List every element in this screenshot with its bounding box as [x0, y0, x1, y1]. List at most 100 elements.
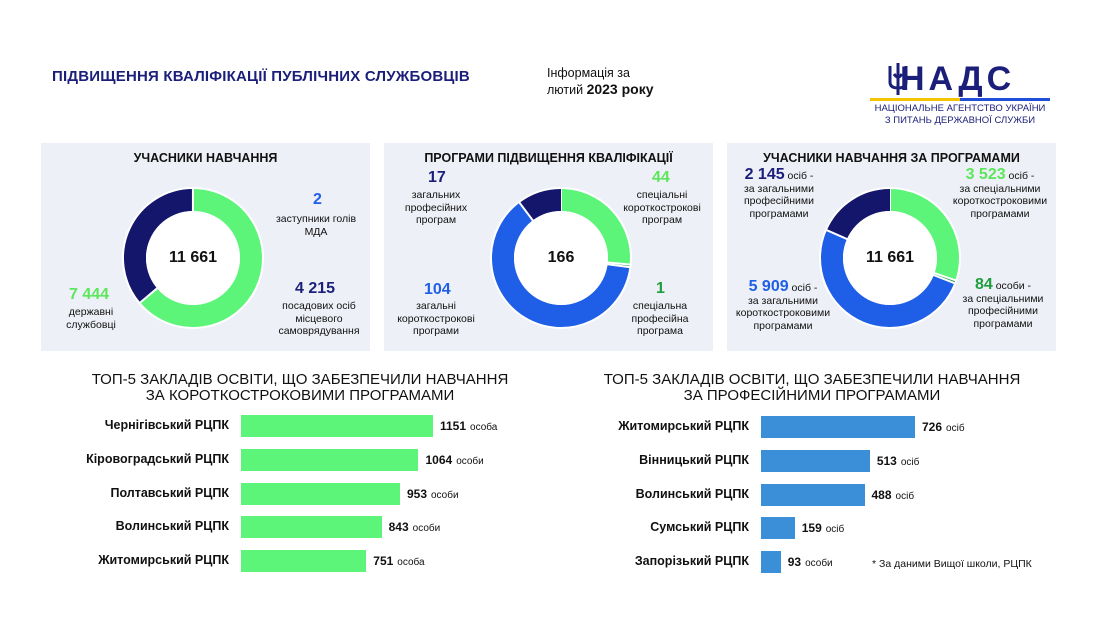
professional-programs-unit: осіб [946, 423, 965, 434]
professional-programs-value-label: 93 особи [788, 555, 833, 569]
by-program-special-short-value: 3 523 [965, 166, 1006, 183]
panel-participants-by-program: УЧАСНИКИ НАВЧАННЯ ЗА ПРОГРАМАМИ 11 661 2… [727, 143, 1056, 351]
short-programs-value-label: 843 особи [389, 520, 441, 534]
professional-programs-unit: осіб [900, 456, 920, 468]
donut-by-program-separator-3 [825, 228, 849, 241]
short-programs-value: 1064 [425, 452, 453, 467]
programs-general-professional-value: 17 [428, 169, 446, 186]
donut-by-program-hole [843, 211, 937, 305]
short-programs-value-label: 1064 особи [425, 453, 483, 467]
panel-participants: УЧАСНИКИ НАВЧАННЯ 11 661 7 444 державні … [41, 143, 370, 351]
professional-programs-value: 726 [922, 420, 943, 434]
professional-programs-value-label: 159 осіб [802, 521, 845, 535]
professional-programs-bar [761, 483, 865, 506]
donut-by-program-slice-0 [889, 189, 959, 281]
short-programs-category-label: Чернігівський РЦПК [104, 418, 229, 432]
short-programs-bar [241, 415, 433, 437]
by-program-general-professional-label: за загальними професійними програмами [743, 182, 815, 220]
programs-special-short-label: спеціальні короткострокові програм [623, 189, 701, 226]
panel-programs: ПРОГРАМИ ПІДВИЩЕННЯ КВАЛІФІКАЦІЇ 166 17 … [384, 143, 713, 351]
donut-programs-separator-1 [606, 261, 631, 266]
top5-professional-title-line2: ЗА ПРОФЕСІЙНИМИ ПРОГРАМАМИ [683, 387, 941, 404]
donut-programs-slice-0 [560, 189, 630, 265]
footnote: * За даними Вищої школи, РЦПК [872, 558, 1032, 570]
donut-programs-separator-2 [606, 263, 631, 269]
professional-programs-bar [761, 416, 915, 438]
by-program-general-professional-value: 2 145 [744, 166, 785, 183]
donut-by-program-slice-3 [826, 189, 891, 240]
short-programs-unit: особа [397, 557, 425, 569]
programs-general-professional-label: загальних професійних програм [404, 189, 468, 226]
short-programs-value-label: 953 особи [407, 487, 459, 501]
short-programs-value: 1151 [440, 419, 467, 433]
donut-participants-slice-1 [124, 189, 194, 303]
donut-programs-slice-3 [519, 189, 562, 221]
participants-local-officials-label: посадових осіб місцевого самоврядування [278, 300, 360, 337]
by-program-general-short: 5 909 осіб - за загальними короткостроко… [729, 278, 837, 332]
programs-special-professional-label: спеціальна професійна програма [631, 300, 689, 337]
report-period: Інформація за лютий 2023 року [547, 65, 654, 98]
programs-special-short-value: 44 [652, 169, 670, 186]
by-program-special-professional: 84 особи - за спеціальними професійними … [953, 277, 1053, 330]
short-programs-value: 751 [373, 554, 394, 569]
professional-programs-category-label: Житомирський РЦПК [618, 419, 749, 433]
short-programs-unit: особа [470, 422, 498, 433]
short-programs-unit: особи [431, 489, 459, 501]
report-year: 2023 року [586, 81, 654, 97]
participants-civil-servants-label: державні службовці [66, 306, 116, 331]
professional-programs-value: 513 [876, 453, 897, 468]
participants-civil-servants-value: 7 444 [69, 286, 110, 303]
professional-programs-unit: осіб [825, 524, 845, 536]
short-programs-bar [241, 550, 367, 573]
short-programs-unit: особи [456, 455, 484, 467]
professional-programs-unit: осіб [895, 490, 915, 502]
professional-programs-value: 488 [871, 487, 892, 502]
top5-short-title: ТОП-5 ЗАКЛАДІВ ОСВІТИ, ЩО ЗАБЕЗПЕЧИЛИ НА… [40, 372, 560, 404]
professional-programs-category-label: Сумський РЦПК [650, 520, 749, 535]
professional-programs-category-label: Вінницький РЦПК [639, 452, 749, 467]
short-programs-bar [241, 448, 419, 471]
short-programs-bar [241, 516, 382, 539]
short-programs-value-label: 751 особа [373, 554, 424, 568]
nads-logo: НАДС НАЦІОНАЛЬНЕ АГЕНТСТВО УКРАЇНИ З ПИТ… [870, 60, 1050, 130]
by-program-special-short: 3 523 осіб - за спеціальними короткостро… [945, 166, 1055, 220]
programs-general-short-value: 104 [424, 281, 451, 298]
short-programs-category-label: Житомирський РЦПК [98, 553, 229, 568]
short-programs-value: 953 [406, 486, 427, 501]
logo-wordmark: НАДС [900, 60, 1016, 98]
donut-participants-total: 11 661 [168, 249, 218, 266]
by-program-general-short-unit: осіб - [791, 282, 818, 294]
panel-programs-title: ПРОГРАМИ ПІДВИЩЕННЯ КВАЛІФІКАЦІЇ [424, 151, 673, 165]
donut-participants-slice-0 [140, 189, 262, 327]
donut-programs-hole [514, 211, 608, 305]
short-programs-value: 843 [388, 520, 409, 535]
professional-programs-bar [761, 449, 870, 472]
logo-subtitle-line2: З ПИТАНЬ ДЕРЖАВНОЇ СЛУЖБИ [884, 115, 1036, 126]
donut-by-program-separator-1 [933, 271, 957, 282]
report-period-prefix: Інформація за [547, 66, 630, 80]
participants-mda-deputies-label: заступники голів МДА [275, 213, 357, 238]
short-programs-bar [241, 482, 400, 505]
professional-programs-bar [761, 551, 781, 574]
donut-participants-by-program-total: 11 661 [865, 249, 915, 266]
panel-participants-title: УЧАСНИКИ НАВЧАННЯ [133, 151, 278, 165]
logo-stripe-blue [960, 98, 1050, 101]
trident-icon [888, 63, 908, 95]
donut-programs [490, 187, 632, 329]
donut-programs-separator-3 [518, 201, 535, 222]
donut-participants-by-program [819, 187, 961, 329]
short-programs-category-label: Волинський РЦПК [115, 519, 229, 534]
programs-general-short-label: загальні короткострокові програми [397, 300, 475, 337]
by-program-general-short-value: 5 909 [748, 278, 789, 295]
professional-programs-value: 159 [801, 521, 822, 536]
professional-programs-category-label: Запорізький РЦПК [634, 554, 749, 569]
by-program-special-short-label: за спеціальними короткостроковими програ… [952, 182, 1048, 220]
by-program-general-professional: 2 145 осіб - за загальними професійними … [729, 166, 829, 220]
panel-participants-by-program-title: УЧАСНИКИ НАВЧАННЯ ЗА ПРОГРАМАМИ [763, 151, 1020, 165]
top5-professional-title-line1: ТОП-5 ЗАКЛАДІВ ОСВІТИ, ЩО ЗАБЕЗПЕЧИЛИ НА… [603, 371, 1021, 388]
by-program-special-professional-unit: особи - [995, 280, 1032, 292]
donut-participants-separator-1 [138, 286, 159, 304]
participants-local-officials-value: 4 215 [295, 280, 336, 297]
donut-by-program-separator-2 [932, 273, 956, 285]
by-program-general-short-label: за загальними короткостроковими програма… [735, 294, 831, 332]
